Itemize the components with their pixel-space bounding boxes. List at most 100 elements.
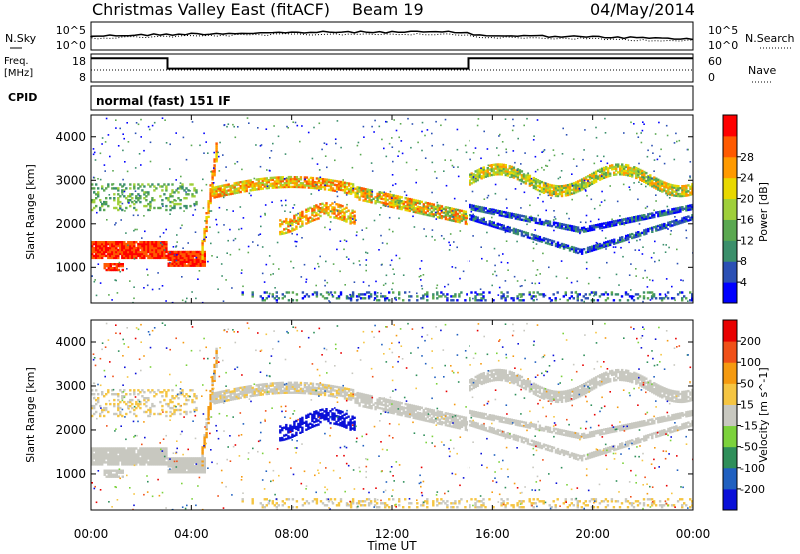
power-cell: [607, 169, 610, 172]
velocity-cell: [195, 469, 198, 472]
velocity-cell: [368, 404, 371, 407]
power-cell: [313, 186, 317, 190]
velocity-cell: [217, 399, 220, 402]
cpid-panel-frame: [90, 85, 694, 111]
power-cell: [506, 174, 509, 177]
power-cell: [107, 183, 110, 186]
power-cell: [105, 202, 108, 206]
velocity-cell: [297, 383, 301, 387]
power-cell: [321, 210, 324, 213]
power-speckle: [545, 209, 547, 212]
power-cell: [364, 188, 367, 191]
power-speckle: [242, 285, 244, 288]
power-cell: [530, 218, 534, 222]
power-cell: [556, 185, 560, 188]
power-speckle: [456, 246, 458, 249]
power-cell: [119, 246, 122, 250]
power-cell: [516, 215, 520, 219]
power-cell: [629, 174, 632, 177]
velocity-cell: [107, 471, 110, 474]
velocity-cell: [93, 449, 96, 452]
power-speckle: [345, 256, 348, 258]
velocity-cell: [155, 459, 158, 462]
power-cell: [95, 193, 98, 196]
power-speckle: [682, 279, 684, 282]
power-cell: [546, 183, 550, 186]
velocity-cell: [119, 449, 122, 452]
power-cell: [115, 264, 118, 268]
power-cell: [623, 222, 626, 225]
power-speckle: [175, 179, 177, 181]
power-cell: [299, 176, 303, 179]
power-cell: [347, 297, 351, 300]
power-cell: [357, 293, 361, 296]
power-cell: [460, 291, 463, 294]
power-speckle: [316, 163, 319, 165]
power-cell: [600, 244, 604, 247]
power-cell: [592, 291, 596, 294]
power-cell: [107, 264, 110, 268]
velocity-cell: [263, 383, 266, 386]
power-cell: [584, 228, 588, 231]
power-cell: [653, 215, 656, 219]
velocity-cell: [339, 386, 343, 389]
velocity-cell: [215, 399, 218, 402]
power-cell: [504, 299, 507, 302]
power-speckle: [123, 137, 125, 140]
velocity-cell: [149, 461, 152, 464]
power-cell: [131, 256, 134, 260]
power-cell: [625, 238, 628, 242]
colorbar-tick-label: 12: [740, 234, 754, 247]
power-cell: [494, 171, 497, 174]
power-cell: [205, 229, 208, 233]
velocity-cell: [193, 459, 196, 462]
power-speckle: [622, 219, 625, 222]
velocity-cell: [105, 449, 108, 452]
power-cell: [131, 241, 134, 244]
power-cell: [173, 199, 176, 202]
power-cell: [155, 244, 158, 248]
power-cell: [325, 206, 328, 209]
power-cell: [213, 164, 216, 167]
velocity-cell: [293, 383, 297, 386]
power-cell: [325, 204, 328, 207]
power-cell: [570, 247, 574, 251]
power-cell: [675, 184, 678, 188]
power-cell: [231, 192, 234, 195]
velocity-cell: [368, 394, 371, 398]
velocity-cell: [219, 398, 222, 402]
velocity-cell: [305, 390, 309, 393]
power-cell: [259, 181, 262, 185]
power-cell: [474, 205, 477, 208]
velocity-cell: [167, 461, 170, 464]
velocity-cell: [243, 390, 246, 393]
power-speckle: [668, 246, 670, 249]
power-cell: [287, 175, 291, 179]
velocity-cell: [255, 388, 258, 391]
velocity-cell: [211, 394, 214, 397]
velocity-cell: [213, 375, 216, 378]
power-cell: [654, 297, 658, 300]
power-cell: [669, 223, 672, 226]
power-cell: [410, 295, 413, 298]
power-cell: [315, 185, 319, 188]
power-cell: [337, 217, 340, 220]
power-cell: [657, 228, 660, 232]
power-cell: [133, 244, 136, 248]
power-cell: [653, 213, 656, 217]
power-speckle: [487, 164, 490, 167]
power-speckle: [662, 243, 665, 246]
velocity-cell: [207, 406, 210, 409]
power-cell: [623, 173, 626, 176]
power-speckle: [560, 260, 563, 262]
power-cell: [536, 221, 540, 225]
power-cell: [496, 171, 499, 174]
power-cell: [480, 297, 483, 300]
power-speckle: [653, 209, 655, 212]
power-cell: [151, 241, 154, 244]
power-cell: [269, 184, 272, 188]
power-cell: [588, 177, 592, 181]
power-speckle: [504, 118, 507, 120]
power-cell: [526, 175, 530, 178]
power-cell: [502, 167, 505, 170]
